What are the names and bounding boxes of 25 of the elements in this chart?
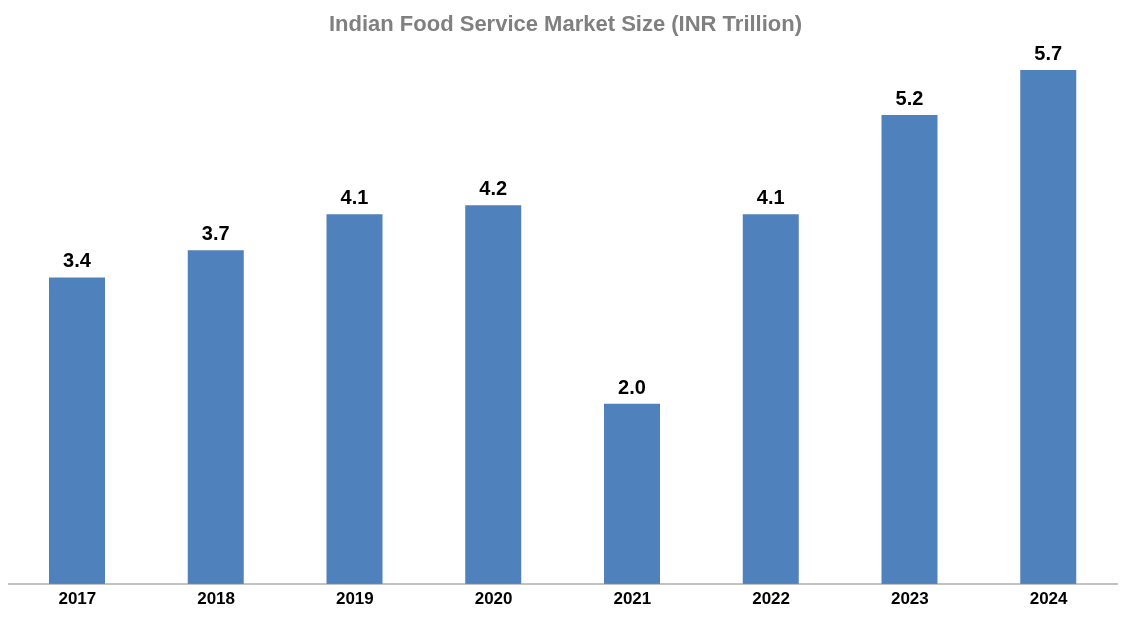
x-tick-label: 2018: [197, 589, 236, 609]
data-label: 4.1: [340, 186, 369, 209]
x-tick-label: 2023: [890, 589, 929, 609]
bar: [881, 115, 938, 584]
data-label: 2.0: [618, 375, 646, 398]
x-tick-label: 2020: [474, 589, 513, 609]
bar: [465, 205, 522, 584]
bar: [742, 214, 799, 584]
data-label: 4.2: [479, 177, 508, 200]
x-tick-label: 2022: [752, 589, 791, 609]
x-tick-label: 2024: [1029, 589, 1069, 609]
data-label: 5.2: [895, 87, 924, 110]
data-label: 3.4: [63, 249, 92, 272]
bar: [1020, 70, 1077, 584]
bar: [604, 403, 660, 584]
data-label: 4.1: [756, 186, 785, 209]
x-tick-label: 2019: [335, 589, 374, 609]
bar: [49, 277, 105, 584]
x-tick-label: 2021: [613, 589, 652, 609]
data-label: 3.7: [201, 222, 230, 245]
x-tick-label: 2017: [58, 589, 97, 609]
chart-title: Indian Food Service Market Size (INR Trillion): [327, 10, 804, 38]
data-label: 5.7: [1034, 42, 1063, 64]
bar: [326, 214, 383, 584]
bar: [187, 250, 244, 584]
